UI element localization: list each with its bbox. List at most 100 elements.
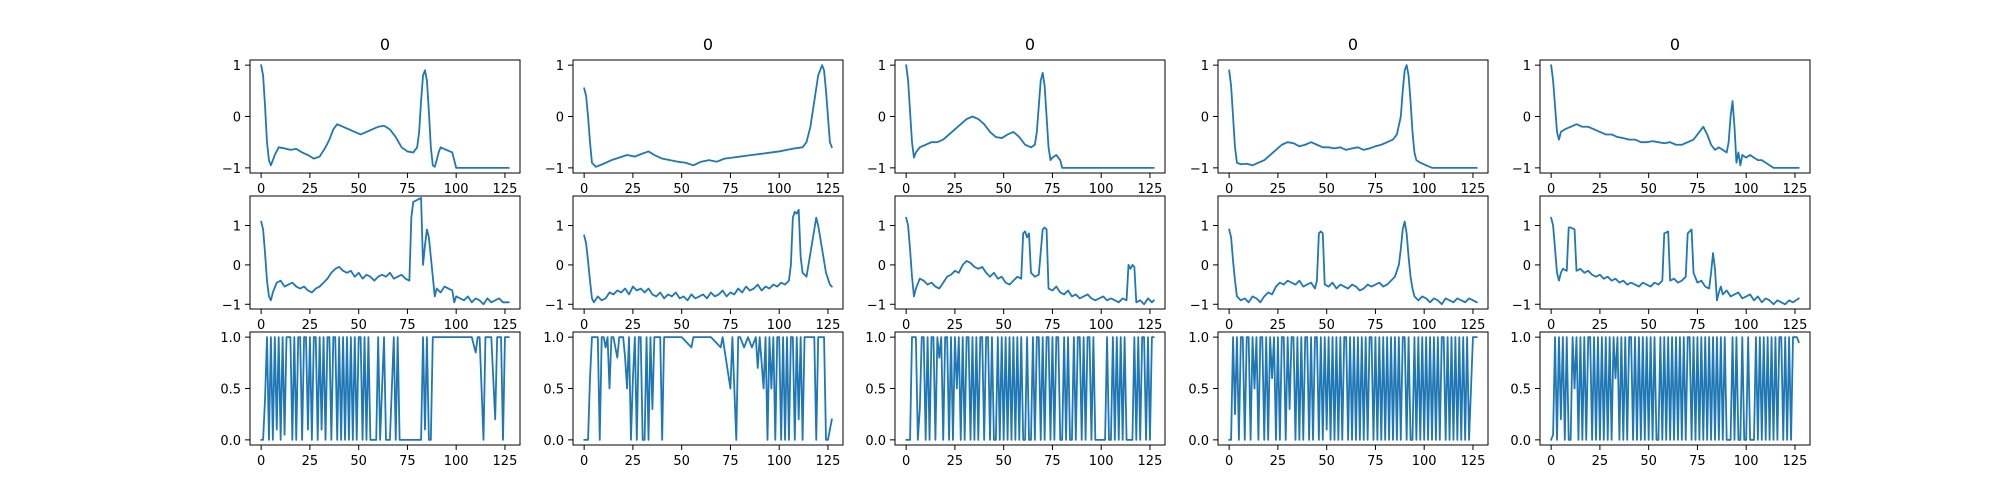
y-tick-label: 0.0 [865, 434, 886, 449]
subplot-r1-c0: 0 25 50 75 100 125 −1 0 1 [222, 195, 521, 333]
subplot-r1-c2: 0 25 50 75 100 125 −1 0 1 [867, 195, 1166, 333]
subplot-title: 0 [1348, 35, 1358, 54]
y-tick-label: 1.0 [220, 331, 241, 346]
y-tick-label: −1 [1190, 298, 1209, 313]
x-tick-label: 75 [1689, 182, 1706, 197]
x-tick-label: 50 [1640, 318, 1657, 333]
x-tick-label: 100 [1412, 318, 1437, 333]
series-line [583, 336, 833, 441]
x-tick-label: 0 [1547, 454, 1555, 469]
x-tick-label: 125 [493, 454, 518, 469]
x-tick-label: 100 [1734, 318, 1759, 333]
x-tick-label: 50 [673, 182, 690, 197]
x-tick-label: 75 [1689, 454, 1706, 469]
x-tick-label: 25 [1592, 182, 1609, 197]
x-tick-label: 75 [1044, 318, 1061, 333]
x-tick-label: 25 [1270, 318, 1287, 333]
x-tick-label: 100 [767, 182, 792, 197]
subplot-title: 0 [703, 35, 713, 54]
series-line [905, 336, 1155, 441]
x-tick-label: 75 [1044, 182, 1061, 197]
x-tick-label: 100 [1734, 182, 1759, 197]
x-tick-label: 0 [580, 454, 588, 469]
subplot-r2-c2: 0 25 50 75 100 125 0.0 0.5 1.0 [865, 331, 1166, 469]
y-tick-label: 0 [233, 259, 241, 274]
x-tick-label: 125 [1783, 454, 1808, 469]
x-tick-label: 125 [1138, 454, 1163, 469]
x-tick-label: 100 [1089, 182, 1114, 197]
x-tick-label: 25 [625, 182, 642, 197]
x-tick-label: 25 [947, 182, 964, 197]
x-tick-label: 0 [902, 182, 910, 197]
x-tick-label: 50 [995, 318, 1012, 333]
x-tick-label: 100 [767, 454, 792, 469]
subplot-title: 0 [1025, 35, 1035, 54]
y-tick-label: 0.5 [543, 383, 564, 398]
y-tick-label: −1 [222, 162, 241, 177]
x-tick-label: 100 [1412, 454, 1437, 469]
x-tick-label: 0 [1225, 454, 1233, 469]
y-tick-label: 1 [233, 59, 241, 74]
axes-frame [572, 195, 844, 310]
y-tick-label: −1 [545, 298, 564, 313]
x-tick-label: 0 [1225, 182, 1233, 197]
y-tick-label: 1 [878, 59, 886, 74]
subplot-r1-c3: 0 25 50 75 100 125 −1 0 1 [1190, 195, 1489, 333]
x-tick-label: 100 [1412, 182, 1437, 197]
y-tick-label: 1 [878, 220, 886, 235]
x-tick-label: 0 [1547, 318, 1555, 333]
series-line [905, 64, 1155, 169]
x-tick-label: 75 [1044, 454, 1061, 469]
subplot-r2-c4: 0 25 50 75 100 125 0.0 0.5 1.0 [1510, 331, 1811, 469]
x-tick-label: 25 [1592, 454, 1609, 469]
x-tick-label: 125 [1461, 182, 1486, 197]
subplot-r0-c0: 0 25 50 75 100 125 −1 0 1 0 [222, 35, 521, 197]
x-tick-label: 25 [947, 454, 964, 469]
subplot-r0-c3: 0 25 50 75 100 125 −1 0 1 0 [1190, 35, 1489, 197]
x-tick-label: 25 [1270, 182, 1287, 197]
y-tick-label: 0 [1523, 259, 1531, 274]
x-tick-label: 100 [1089, 318, 1114, 333]
x-tick-label: 0 [257, 318, 265, 333]
y-tick-label: 0.0 [220, 434, 241, 449]
x-tick-label: 125 [493, 182, 518, 197]
y-tick-label: 1 [1201, 220, 1209, 235]
x-tick-label: 75 [399, 454, 416, 469]
x-tick-label: 125 [816, 318, 841, 333]
y-tick-label: 0.5 [1188, 383, 1209, 398]
y-tick-label: −1 [1512, 298, 1531, 313]
y-tick-label: 0 [878, 111, 886, 126]
series-line [1228, 220, 1478, 306]
x-tick-label: 125 [1138, 318, 1163, 333]
x-tick-label: 75 [722, 454, 739, 469]
x-tick-label: 50 [673, 318, 690, 333]
subplot-r0-c4: 0 25 50 75 100 125 −1 0 1 0 [1512, 35, 1811, 197]
y-tick-label: 0.5 [1510, 383, 1531, 398]
x-tick-label: 50 [1640, 182, 1657, 197]
x-tick-label: 125 [816, 454, 841, 469]
y-tick-label: 0 [1201, 111, 1209, 126]
series-line [583, 64, 833, 168]
y-tick-label: 0 [556, 259, 564, 274]
y-tick-label: 1.0 [1510, 331, 1531, 346]
y-tick-label: 0.0 [1188, 434, 1209, 449]
series-line [1550, 64, 1800, 169]
y-tick-label: −1 [867, 298, 886, 313]
series-line [1228, 64, 1478, 169]
y-tick-label: 1 [1201, 59, 1209, 74]
y-tick-label: 0.5 [220, 383, 241, 398]
x-tick-label: 25 [302, 182, 319, 197]
x-tick-label: 50 [995, 454, 1012, 469]
x-tick-label: 100 [1089, 454, 1114, 469]
x-tick-label: 25 [625, 454, 642, 469]
subplot-title: 0 [1670, 35, 1680, 54]
subplot-r0-c1: 0 25 50 75 100 125 −1 0 1 0 [545, 35, 844, 197]
x-tick-label: 25 [1270, 454, 1287, 469]
y-tick-label: 1 [233, 220, 241, 235]
x-tick-label: 125 [1783, 182, 1808, 197]
x-tick-label: 50 [1318, 182, 1335, 197]
subplot-r1-c4: 0 25 50 75 100 125 −1 0 1 [1512, 195, 1811, 333]
x-tick-label: 125 [493, 318, 518, 333]
x-tick-label: 100 [444, 182, 469, 197]
